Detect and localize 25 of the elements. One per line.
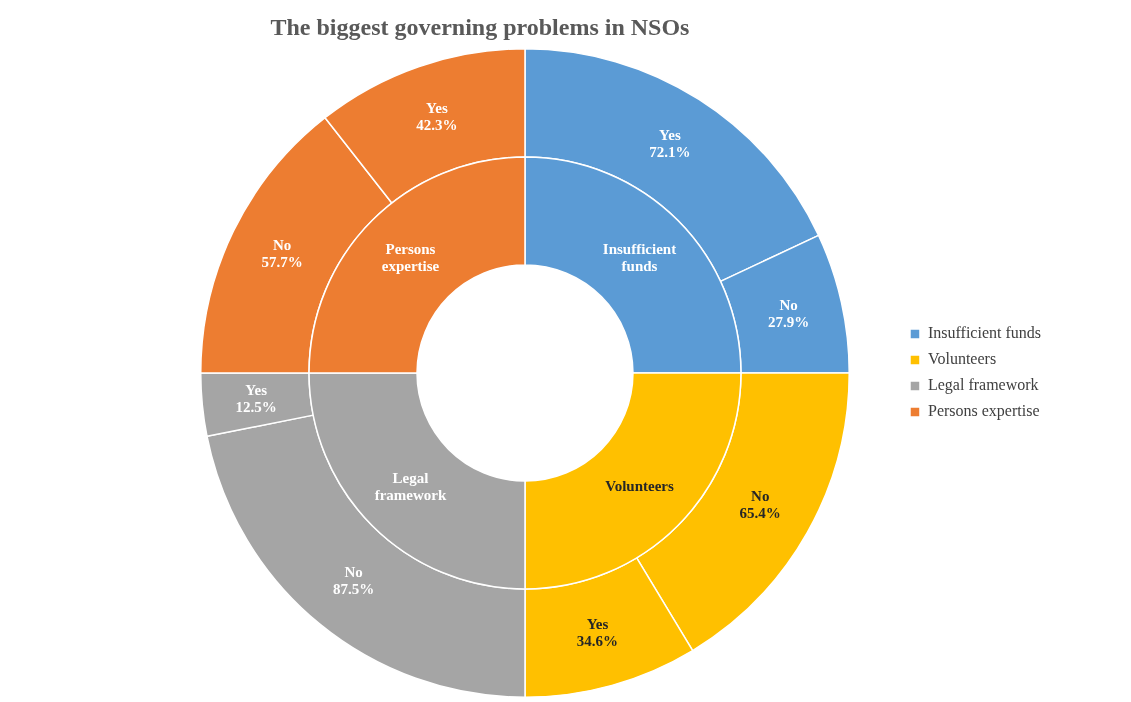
legend-label: Insufficient funds — [927, 324, 1041, 342]
slice-label: Insufficient funds — [602, 240, 677, 274]
slice-label: Yes — [426, 100, 448, 117]
data-label: 57.7% — [261, 254, 303, 271]
chart-title: The biggest governing problems in NSOs — [269, 13, 691, 42]
slice-label: Legal framework — [374, 469, 447, 503]
data-label: 27.9% — [768, 313, 810, 330]
data-label: 42.3% — [416, 117, 458, 134]
slice-label: Volunteers — [605, 478, 674, 495]
legend-label: Persons expertise — [927, 402, 1040, 421]
slice-label: Yes — [245, 381, 268, 398]
data-label: 65.4% — [739, 505, 781, 522]
slice-label: No — [779, 296, 798, 313]
data-label: 12.5% — [235, 398, 277, 415]
slice-label: Yes — [586, 615, 609, 632]
data-label: 34.6% — [576, 632, 619, 649]
slice-label: No — [272, 237, 292, 254]
slice-label: Yes — [659, 127, 681, 144]
legend-label: Volunteers — [927, 350, 997, 368]
data-label: 72.1% — [649, 144, 691, 161]
slice-label: No — [751, 488, 770, 505]
data-label: 87.5% — [333, 581, 375, 598]
slice-label: Persons expertise — [381, 240, 440, 274]
legend-label: Legal framework — [927, 376, 1039, 395]
slice-label: No — [344, 564, 363, 581]
